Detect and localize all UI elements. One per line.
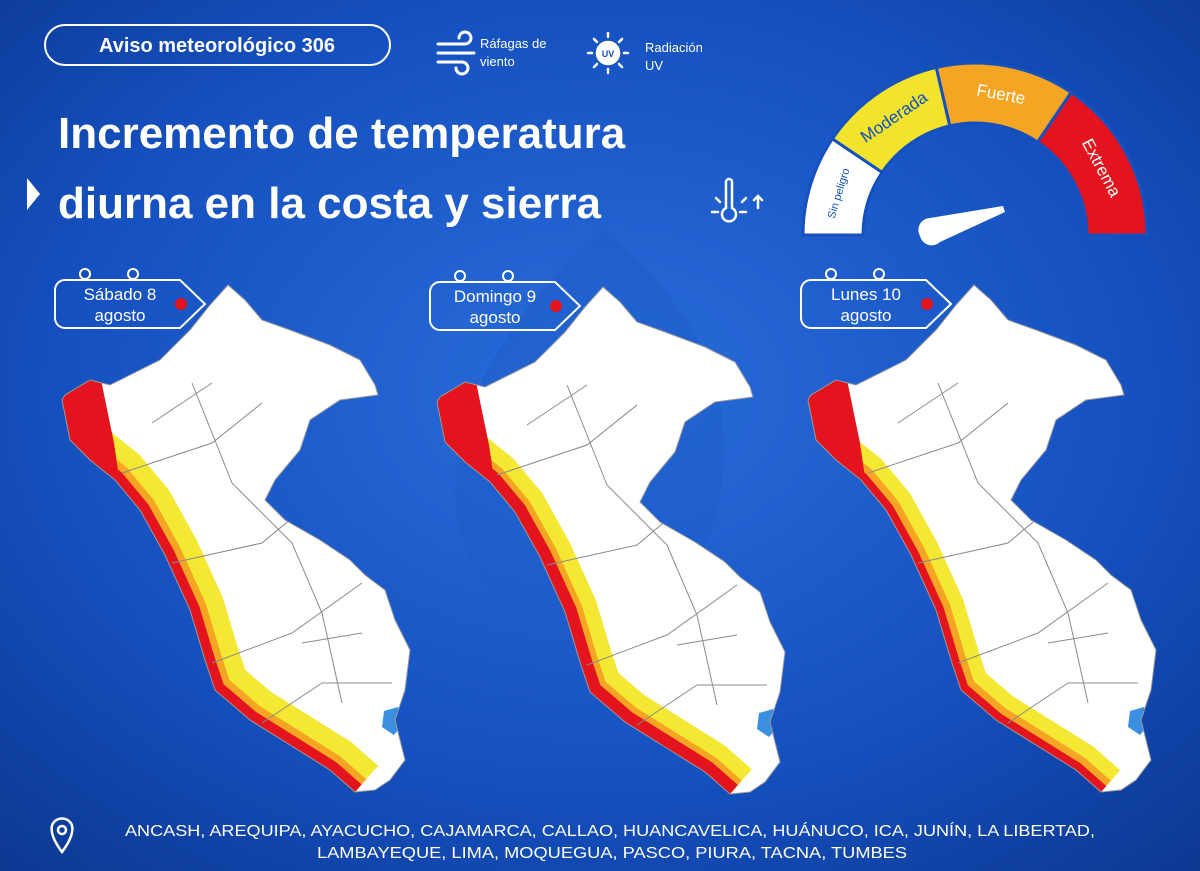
- date-month: agosto: [840, 306, 891, 325]
- peru-map: [61, 284, 411, 793]
- tag-ring: [825, 268, 837, 280]
- zone-extreme: [437, 377, 497, 500]
- tag-ring: [502, 270, 514, 282]
- region-borders: [867, 382, 1138, 724]
- peru-map: [807, 284, 1157, 793]
- icon-label: viento: [480, 54, 515, 69]
- zone-extreme: [808, 375, 868, 498]
- tag-ring: [454, 270, 466, 282]
- tag-ring: [127, 268, 139, 280]
- tag-dot: [175, 298, 187, 310]
- regions-line: ANCASH, AREQUIPA, AYACUCHO, CAJAMARCA, C…: [125, 821, 1095, 840]
- date-month: agosto: [94, 306, 145, 325]
- date-day: Sábado 8: [84, 285, 157, 304]
- tag-dot: [921, 298, 933, 310]
- zone-extreme: [62, 375, 122, 498]
- location-pin: [50, 817, 74, 855]
- title-line: diurna en la costa y sierra: [58, 179, 601, 228]
- maps: Sábado 8 agosto Domingo 9 agosto Lunes 10 ago…: [54, 268, 1157, 795]
- badge-frame: [44, 24, 391, 66]
- thermometer-icon: [710, 177, 764, 223]
- tag-ring: [873, 268, 885, 280]
- badge: Aviso meteorológico 306: [99, 35, 335, 57]
- title-line: Incremento de temperatura: [58, 109, 626, 158]
- regions-line: LAMBAYEQUE, LIMA, MOQUEGUA, PASCO, PIURA…: [317, 845, 907, 862]
- icon-label: UV: [645, 58, 663, 73]
- date-month: agosto: [469, 308, 520, 327]
- peru-map: [436, 286, 786, 795]
- icon-label: Radiación: [645, 40, 703, 55]
- icon-label: Ráfagas de: [480, 36, 547, 51]
- region-borders: [121, 382, 392, 724]
- sun-icon: [586, 31, 630, 75]
- tag-dot: [550, 300, 562, 312]
- uv-badge: UV: [602, 49, 615, 59]
- title-arrow: [27, 178, 40, 210]
- wind-icon: [436, 30, 476, 76]
- region-borders: [496, 384, 767, 726]
- gauge-segment: [1035, 90, 1149, 237]
- date-tag: [800, 279, 953, 329]
- date-tag: [429, 281, 582, 331]
- gauge-needle: [918, 206, 1005, 246]
- tag-ring: [79, 268, 91, 280]
- date-day: Domingo 9: [454, 287, 536, 306]
- date-tag: [54, 279, 207, 329]
- date-day: Lunes 10: [831, 285, 901, 304]
